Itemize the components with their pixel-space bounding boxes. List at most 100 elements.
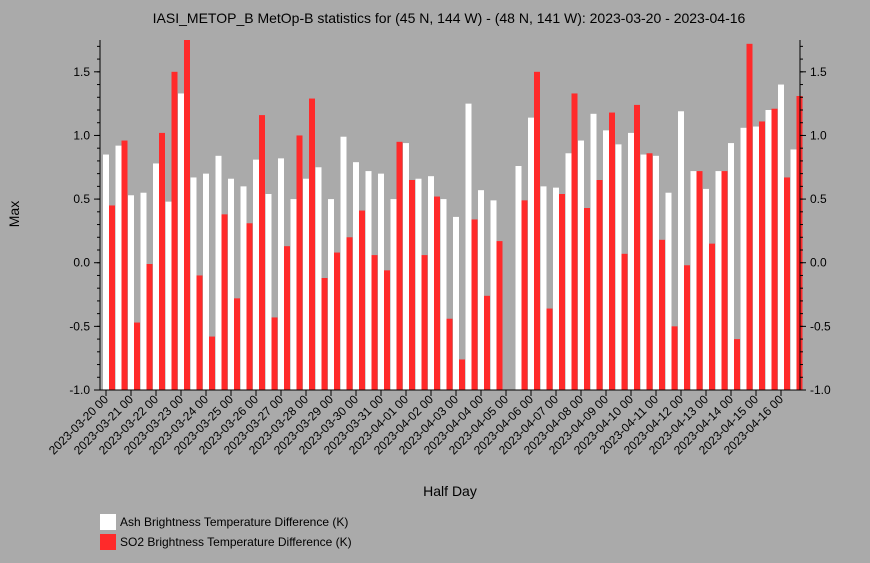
bar-ash: [515, 166, 522, 390]
bar-ash: [640, 154, 647, 390]
bar-ash: [528, 117, 534, 391]
bar-ash: [140, 192, 147, 390]
bar-so2: [109, 205, 115, 390]
y-tick-label-right: 0.5: [810, 192, 827, 206]
bar-so2: [496, 241, 503, 390]
bar-ash: [103, 154, 109, 390]
bar-so2: [409, 180, 415, 390]
bar-so2: [271, 317, 278, 390]
legend-swatch-ash: [100, 514, 116, 530]
bar-ash: [553, 187, 559, 390]
y-tick-label-left: 0.5: [73, 192, 90, 206]
bar-ash: [615, 144, 622, 390]
bar-ash: [465, 103, 472, 391]
bar-ash: [703, 188, 709, 390]
bar-ash: [215, 155, 222, 390]
bar-ash: [728, 143, 734, 390]
y-tick-label-right: -0.5: [810, 319, 831, 333]
bar-so2: [721, 171, 728, 390]
bar-so2: [134, 322, 140, 390]
bar-so2: [484, 295, 490, 390]
bar-ash: [265, 194, 272, 390]
bar-ash: [428, 176, 434, 390]
y-tick-label-left: -0.5: [69, 319, 90, 333]
bar-ash: [628, 132, 634, 390]
bar-so2: [359, 210, 365, 390]
bar-ash: [678, 111, 684, 390]
bar-so2: [246, 223, 253, 390]
bar-so2: [209, 336, 215, 390]
bar-ash: [178, 93, 184, 391]
bar-ash: [278, 158, 284, 390]
legend: Ash Brightness Temperature Difference (K…: [100, 512, 352, 552]
bar-so2: [196, 275, 203, 390]
bar-so2: [734, 339, 740, 390]
bar-ash: [578, 140, 584, 390]
bar-so2: [534, 71, 540, 391]
bar-ash: [353, 162, 359, 390]
bar-so2: [121, 140, 128, 390]
bar-ash: [490, 200, 497, 390]
bar-ash: [540, 186, 547, 390]
y-tick-label-right: 1.5: [810, 65, 827, 79]
bar-ash: [253, 159, 259, 390]
bar-ash: [228, 178, 234, 390]
bar-so2: [184, 40, 190, 390]
bar-ash: [390, 199, 397, 390]
y-tick-label-left: 1.5: [73, 65, 90, 79]
bar-ash: [403, 143, 409, 390]
bar-so2: [171, 71, 178, 391]
chart-title: IASI_METOP_B MetOp-B statistics for (45 …: [153, 10, 746, 26]
bar-so2: [784, 177, 790, 390]
bar-ash: [478, 190, 484, 390]
bar-ash: [690, 171, 697, 390]
bar-so2: [296, 135, 303, 390]
bar-so2: [646, 153, 653, 390]
y-tick-label-left: 0.0: [73, 256, 90, 270]
legend-label-ash: Ash Brightness Temperature Difference (K…: [120, 515, 349, 529]
bar-so2: [521, 200, 528, 390]
legend-item-so2: SO2 Brightness Temperature Difference (K…: [100, 532, 352, 552]
y-tick-label-right: -1.0: [810, 383, 831, 397]
axes: [99, 40, 801, 391]
bar-ash: [340, 136, 347, 390]
bar-so2: [559, 194, 565, 390]
bar-so2: [334, 252, 340, 390]
bar-ash: [440, 199, 447, 390]
bar-so2: [146, 264, 153, 390]
bar-ash: [328, 199, 334, 390]
bar-ash: [240, 186, 247, 390]
y-tick-label-left: -1.0: [69, 383, 90, 397]
bar-ash: [590, 113, 597, 391]
bar-so2: [221, 214, 228, 390]
bar-so2: [446, 318, 453, 390]
bar-so2: [634, 104, 640, 390]
bar-ash: [115, 145, 122, 390]
bar-so2: [709, 243, 715, 390]
bar-so2: [746, 43, 753, 391]
bar-ash: [453, 216, 459, 390]
y-tick-label-right: 0.0: [810, 256, 827, 270]
bar-ash: [128, 195, 134, 390]
bar-so2: [609, 112, 615, 390]
bar-so2: [259, 115, 265, 390]
y-tick-label-left: 1.0: [73, 128, 90, 142]
bar-ash: [740, 127, 747, 391]
bar-ash: [303, 178, 309, 390]
bar-so2: [696, 171, 703, 390]
legend-item-ash: Ash Brightness Temperature Difference (K…: [100, 512, 352, 532]
bar-so2: [371, 255, 378, 390]
bar-ash: [665, 192, 672, 390]
bar-so2: [471, 219, 478, 390]
bar-ash: [778, 84, 784, 390]
bar-so2: [546, 308, 553, 390]
bar-so2: [684, 265, 690, 390]
y-tick-label-right: 1.0: [810, 128, 827, 142]
bar-ash: [765, 110, 772, 390]
bar-ash: [315, 167, 322, 390]
bar-ash: [290, 199, 297, 390]
x-axis-label: Half Day: [423, 483, 477, 499]
bar-so2: [309, 98, 315, 390]
